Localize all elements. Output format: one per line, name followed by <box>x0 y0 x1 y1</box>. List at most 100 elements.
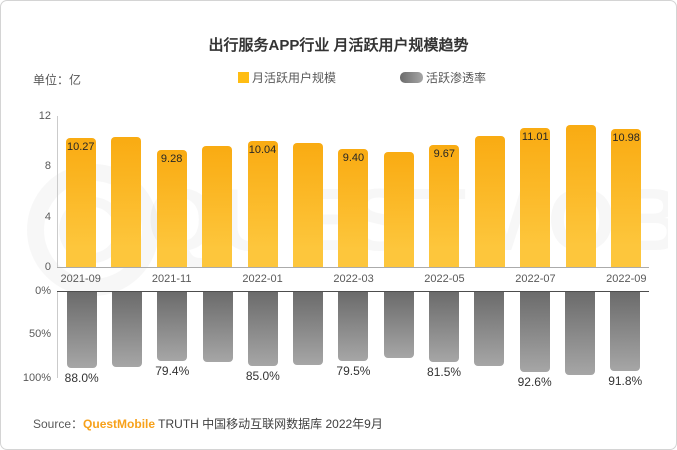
mau-bar-slot <box>111 116 142 267</box>
x-axis-label-empty <box>467 272 512 287</box>
mau-bar-2021-12 <box>202 146 233 267</box>
penetration-legend-label: 活跃渗透率 <box>426 71 487 85</box>
penetration-bar-slot: 92.6% <box>518 292 552 404</box>
mau-y-tick-0: 0 <box>44 261 51 273</box>
penetration-bar-slot: 85.0% <box>246 292 280 404</box>
penetration-bar-value-label: 81.5% <box>427 365 462 379</box>
penetration-legend-swatch-icon <box>400 72 424 83</box>
penetration-bar-2021-10 <box>111 292 142 367</box>
penetration-bar-2022-01 <box>247 292 278 366</box>
penetration-y-tick-0%: 0% <box>35 285 51 297</box>
mau-bar-slot <box>383 116 414 267</box>
mau-bar-slot: 9.67 <box>429 116 460 267</box>
x-axis-label-empty <box>558 272 603 287</box>
penetration-y-tick-100%: 100% <box>22 371 51 384</box>
mau-y-tick-12: 12 <box>38 110 51 122</box>
mau-bar-value-label: 9.67 <box>433 148 456 160</box>
penetration-chart-y-axis-line <box>57 291 58 378</box>
mau-bar-2021-11: 9.28 <box>156 150 187 267</box>
x-axis-label-2022-09: 2022-09 <box>606 273 647 285</box>
penetration-bar-value-label: 88.0% <box>64 371 99 385</box>
x-axis-label-empty <box>376 272 421 287</box>
penetration-bar-slot: 81.5% <box>427 292 461 404</box>
legend: 月活跃用户规模 活跃渗透率 <box>238 69 486 86</box>
mau-y-tick-8: 8 <box>44 160 51 173</box>
mau-bar-slot: 9.28 <box>156 116 187 267</box>
penetration-bar-slot <box>474 292 505 404</box>
mau-bar-2022-05: 9.67 <box>429 145 460 267</box>
penetration-bar-slot: 88.0% <box>65 292 99 404</box>
x-axis-label-2022-05: 2022-05 <box>424 273 465 285</box>
mau-bar-value-label: 9.40 <box>342 152 365 164</box>
mau-bar-slot: 11.01 <box>520 116 551 267</box>
x-axis-label-empty <box>194 272 239 287</box>
penetration-bar-2021-12 <box>202 292 233 362</box>
penetration-bar-chart: 88.0% 79.4% 85.0% 79.5% 81.5% 92.6% 91.8% <box>58 292 649 404</box>
source-suffix: TRUTH 中国移动互联网数据库 2022年9月 <box>155 417 383 431</box>
penetration-bar-slot: 79.5% <box>336 292 370 404</box>
mau-bar-value-label: 10.04 <box>248 144 277 156</box>
penetration-bar-2022-08 <box>564 292 595 375</box>
penetration-bar-2021-09 <box>66 292 97 368</box>
x-axis-label-empty <box>285 272 330 287</box>
penetration-bar-2022-06 <box>474 292 505 366</box>
mau-bar-slot: 9.40 <box>338 116 369 267</box>
penetration-bar-slot: 91.8% <box>608 292 642 404</box>
source-brand: QuestMobile <box>83 417 156 431</box>
penetration-bar-2022-09 <box>610 292 641 371</box>
penetration-bar-2022-07 <box>519 292 550 372</box>
mau-bar-value-label: 10.98 <box>612 132 640 144</box>
mau-bar-slot: 10.98 <box>611 116 642 267</box>
x-axis-label-2021-09: 2021-09 <box>60 273 101 285</box>
mau-chart-y-axis-line <box>57 116 58 267</box>
unit-label: 单位：亿 <box>33 73 82 87</box>
penetration-y-tick-50%: 50% <box>28 328 51 341</box>
x-axis-label-2022-07: 2022-07 <box>515 273 556 285</box>
x-axis-labels: 2021-09 2021-11 2022-01 2022-03 2022-05 2022-… <box>58 272 649 287</box>
x-axis-label-empty <box>103 272 148 287</box>
penetration-bar-2022-04 <box>383 292 414 358</box>
penetration-bar-slot <box>111 292 142 404</box>
chart-title: 出行服务APP行业 月活跃用户规模趋势 <box>208 37 469 54</box>
penetration-bar-slot <box>293 292 324 404</box>
mau-bar-2022-08 <box>565 125 596 267</box>
penetration-bar-slot <box>383 292 414 404</box>
mau-chart-baseline <box>57 267 649 268</box>
penetration-bar-value-label: 91.8% <box>608 374 643 388</box>
mau-bar-2022-03: 9.40 <box>338 149 369 267</box>
mau-bar-slot <box>292 116 323 267</box>
penetration-bar-2022-02 <box>293 292 324 365</box>
penetration-bar-2022-03 <box>338 292 369 361</box>
penetration-bar-slot: 79.4% <box>155 292 189 404</box>
mau-bar-slot <box>202 116 233 267</box>
mau-bar-slot: 10.27 <box>65 116 96 267</box>
mau-bar-2021-09: 10.27 <box>65 138 96 267</box>
mau-bar-2022-06 <box>474 136 505 267</box>
mau-bar-2022-01: 10.04 <box>247 141 278 267</box>
mau-bar-value-label: 9.28 <box>160 153 183 165</box>
mau-bar-chart: 10.27 9.28 10.04 9.40 9.67 11.01 10.98 <box>58 116 649 267</box>
legend-item-penetration: 活跃渗透率 <box>400 69 486 86</box>
source-prefix: Source： <box>33 417 84 431</box>
penetration-bar-2021-11 <box>157 292 188 361</box>
penetration-chart-baseline <box>57 291 649 292</box>
mau-y-tick-4: 4 <box>44 210 51 223</box>
mau-bar-2022-09: 10.98 <box>611 129 642 267</box>
penetration-bar-slot <box>202 292 233 404</box>
mau-legend-label: 月活跃用户规模 <box>252 71 337 85</box>
mau-bar-slot <box>474 116 505 267</box>
penetration-bar-value-label: 79.4% <box>155 364 190 378</box>
legend-item-mau: 月活跃用户规模 <box>238 69 336 86</box>
source-line: Source：QuestMobile TRUTH 中国移动互联网数据库 2022… <box>33 415 383 432</box>
penetration-bar-slot <box>564 292 595 404</box>
mau-bar-2022-07: 11.01 <box>520 128 551 267</box>
penetration-bar-value-label: 79.5% <box>336 364 371 378</box>
mau-bar-value-label: 11.01 <box>521 131 549 143</box>
penetration-bar-value-label: 85.0% <box>245 369 280 383</box>
mau-bar-slot <box>565 116 596 267</box>
x-axis-label-2022-01: 2022-01 <box>242 273 283 285</box>
mau-bar-value-label: 10.27 <box>66 141 95 153</box>
x-axis-label-2021-11: 2021-11 <box>151 273 192 285</box>
penetration-bar-value-label: 92.6% <box>517 375 552 389</box>
